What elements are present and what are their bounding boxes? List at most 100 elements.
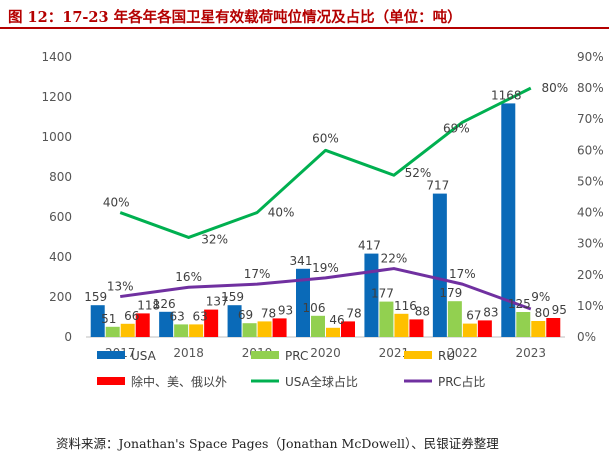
- legend-swatch: [251, 351, 279, 359]
- data-label-prc-share: 19%: [312, 261, 339, 275]
- data-label-others: 88: [415, 304, 430, 318]
- bar-ru: [462, 323, 477, 337]
- data-label-prc-share: 16%: [175, 270, 202, 284]
- y-right-tick-label: 10%: [577, 299, 604, 313]
- data-label-usa-share: 40%: [103, 196, 130, 210]
- data-label-others: 78: [346, 306, 361, 320]
- data-label-prc: 179: [439, 286, 462, 300]
- y-right-tick-label: 80%: [577, 81, 604, 95]
- data-label-prc: 177: [371, 287, 394, 301]
- data-label-ru: 63: [193, 309, 208, 323]
- y-right-tick-label: 30%: [577, 237, 604, 251]
- data-label-others: 83: [483, 305, 498, 319]
- bar-usa: [296, 268, 310, 337]
- data-label-others: 118: [137, 298, 160, 312]
- data-label-others: 137: [206, 295, 229, 309]
- legend-label: USA全球占比: [285, 374, 358, 389]
- source-note: 资料来源：Jonathan's Space Pages（Jonathan McD…: [56, 436, 499, 451]
- y-left-tick-label: 800: [49, 170, 72, 184]
- data-label-usa-share: 60%: [312, 131, 339, 145]
- data-label-prc: 69: [238, 308, 253, 322]
- y-right-tick-label: 90%: [577, 50, 604, 64]
- legend-label: PRC占比: [438, 374, 485, 389]
- y-left-tick-label: 600: [49, 210, 72, 224]
- data-label-others: 93: [278, 303, 293, 317]
- data-label-usa-share: 40%: [268, 206, 295, 220]
- legend-swatch: [404, 351, 432, 359]
- bar-others: [135, 313, 150, 337]
- y-left-tick-label: 200: [49, 290, 72, 304]
- bar-usa: [364, 253, 379, 337]
- data-label-ru: 78: [261, 306, 276, 320]
- title-rule: [0, 27, 609, 29]
- data-label-prc: 51: [101, 312, 116, 326]
- y-right-tick-label: 70%: [577, 112, 604, 126]
- bar-prc: [447, 301, 462, 337]
- data-label-usa: 341: [290, 254, 313, 268]
- x-tick-label: 2018: [173, 346, 204, 360]
- legend-label: USA: [131, 349, 157, 363]
- legend-swatch: [97, 351, 125, 359]
- data-label-prc-share: 13%: [107, 280, 134, 294]
- chart: 0 200 400 600 800 1000 1200 1400 0% 10% 20% 30% 40% 5…: [41, 50, 604, 389]
- bar-prc: [242, 323, 257, 337]
- chart-title: 图 12：17-23 年各年各国卫星有效载荷吨位情况及占比（单位：吨）: [8, 9, 462, 26]
- legend-swatch: [97, 377, 125, 385]
- y-right-tick-label: 50%: [577, 174, 604, 188]
- data-label-usa-share: 80%: [541, 81, 568, 95]
- data-label-prc: 125: [508, 297, 531, 311]
- bar-prc: [174, 324, 189, 337]
- data-label-prc: 106: [303, 301, 326, 315]
- bar-prc: [516, 312, 531, 337]
- legend-label: RU: [438, 349, 455, 363]
- bar-ru: [257, 321, 272, 337]
- line-usa-share: [119, 86, 532, 239]
- y-left-tick-label: 1200: [41, 90, 72, 104]
- data-label-prc-share: 9%: [531, 290, 550, 304]
- bar-prc: [105, 326, 120, 337]
- bar-ru: [120, 323, 135, 337]
- x-tick-label: 2020: [310, 346, 341, 360]
- y-left-tick-label: 0: [64, 330, 72, 344]
- data-label-prc-share: 17%: [244, 267, 271, 281]
- data-label-ru: 116: [394, 299, 417, 313]
- bar-ru: [394, 313, 409, 337]
- data-label-usa-share: 69%: [443, 121, 470, 135]
- data-label-usa: 717: [426, 179, 449, 193]
- legend-label: PRC: [285, 349, 308, 363]
- data-label-others: 95: [552, 303, 567, 317]
- y-left-tick-label: 400: [49, 250, 72, 264]
- y-left-tick-label: 1000: [41, 130, 72, 144]
- data-label-prc: 63: [170, 309, 185, 323]
- bar-ru: [326, 327, 340, 337]
- bar-prc: [311, 315, 325, 337]
- data-label-usa-share: 32%: [201, 232, 228, 246]
- bar-usa: [159, 311, 174, 337]
- bar-others: [204, 309, 219, 337]
- line-prc-share: [120, 267, 532, 311]
- x-tick-label: 2023: [516, 346, 547, 360]
- data-label-usa: 159: [84, 290, 107, 304]
- data-label-ru: 66: [124, 309, 139, 323]
- x-tick-label: 2022: [447, 346, 478, 360]
- bar-usa: [501, 103, 516, 338]
- y-right-tick-label: 20%: [577, 268, 604, 282]
- data-label-prc-share: 17%: [449, 267, 476, 281]
- bar-prc: [379, 301, 394, 337]
- data-label-usa: 126: [153, 297, 176, 311]
- bar-others: [477, 320, 492, 337]
- data-label-ru: 80: [535, 306, 550, 320]
- data-label-ru: 46: [329, 313, 344, 327]
- bar-others: [341, 321, 355, 337]
- data-label-usa-share: 52%: [405, 166, 432, 180]
- y-left-tick-label: 1400: [41, 50, 72, 64]
- bar-usa: [432, 193, 447, 337]
- x-tick-label: 2021: [379, 346, 410, 360]
- legend-label: 除中、美、俄以外: [131, 374, 227, 389]
- data-label-prc-share: 22%: [381, 252, 408, 266]
- data-label-ru: 67: [466, 309, 481, 323]
- y-right-tick-label: 40%: [577, 206, 604, 220]
- bar-usa: [90, 305, 105, 337]
- bar-ru: [531, 321, 546, 337]
- bar-others: [272, 318, 287, 337]
